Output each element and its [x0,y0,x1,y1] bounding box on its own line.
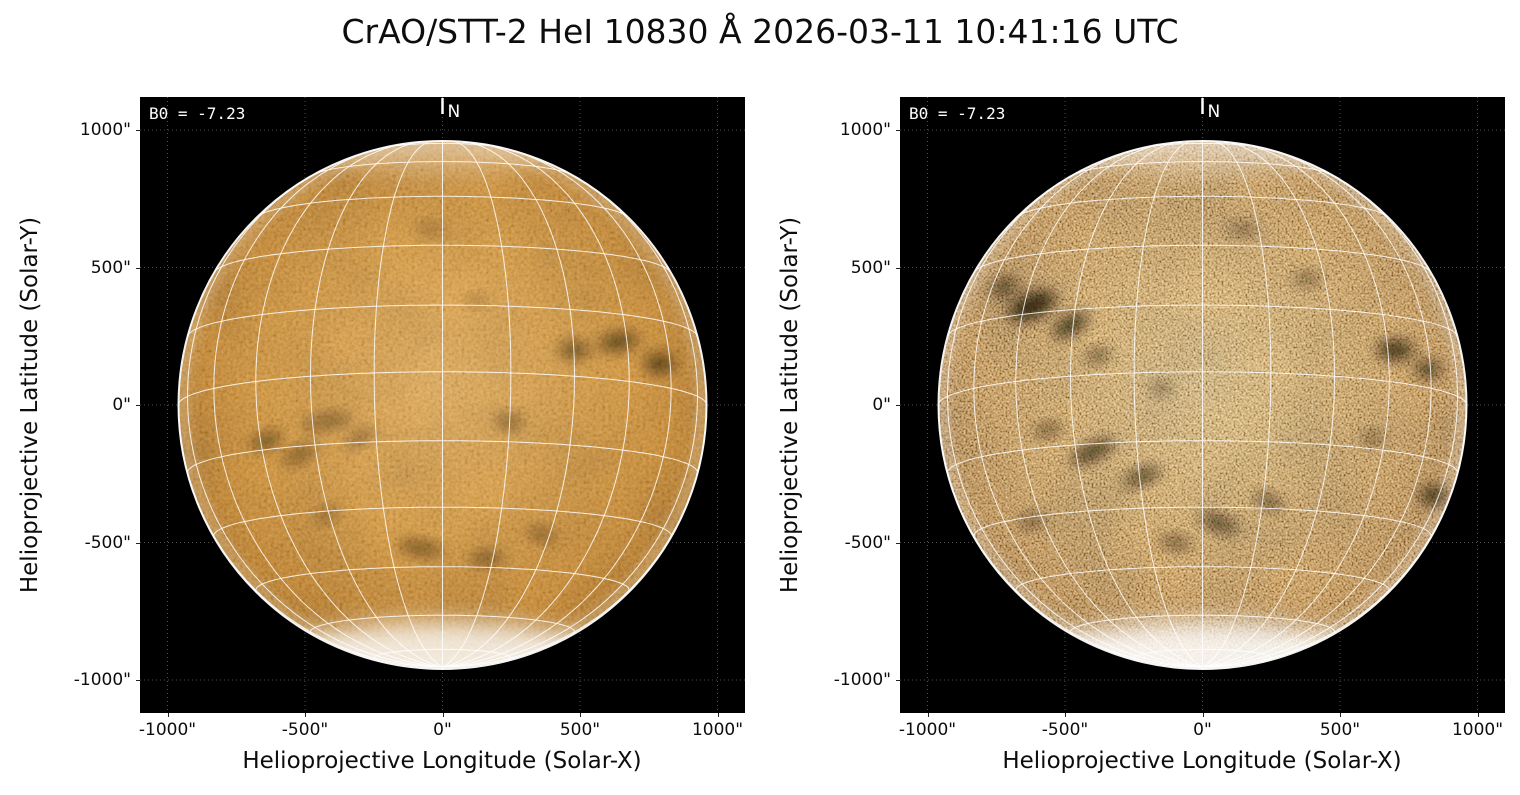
heliographic-grid [938,140,1467,668]
panel-left: Helioprojective Latitude (Solar-Y) 1000"… [17,97,745,774]
solar-map-left: N B0 = -7.23 [140,97,745,713]
y-tick-mark [136,680,140,681]
y-tick-mark [896,542,900,544]
y-tick-label: 500" [850,257,891,278]
y-tick-label: 0" [112,395,131,415]
x-tick-mark [305,713,306,717]
heliographic-grid [178,140,707,668]
solar-limb [937,140,1468,670]
b0-annotation: B0 = -7.23 [149,104,245,123]
y-tick-mark [136,130,140,131]
figure-title: CrAO/STT-2 HeI 10830 Å 2026-03-11 10:41:… [341,12,1179,51]
y-tick-label: -500" [844,532,891,553]
x-tick-label: 1000" [1451,720,1504,740]
y-tick-mark [136,405,140,406]
y-tick-label: -1000" [833,670,891,690]
x-tick-label: -1000" [138,720,197,740]
y-tick-mark [896,680,900,681]
x-tick-mark [1477,713,1479,717]
x-tick-mark [1340,713,1341,717]
y-tick-mark [896,405,900,406]
x-tick-mark [1202,713,1204,717]
x-tick-label: 500" [559,720,601,740]
x-tick-mark [717,713,719,717]
x-tick-mark [167,713,169,717]
y-tick-label: -1000" [73,670,131,690]
y-tick-label: -500" [84,532,131,553]
y-tick-mark [896,267,900,269]
x-tick-mark [927,713,929,717]
x-tick-mark [1065,713,1066,717]
y-tick-mark [136,542,140,544]
x-tick-label: -500" [1041,720,1089,740]
solar-map-right: N B0 = -7.23 [900,97,1505,713]
y-tick-mark [136,267,140,269]
y-tick-label: 1000" [839,120,891,140]
x-axis-label-right: Helioprojective Longitude (Solar-X) [1002,748,1402,774]
y-tick-label: 1000" [79,120,131,140]
x-tick-label: -1000" [898,720,957,740]
x-tick-label: 0" [1193,720,1212,740]
north-label: N [1208,102,1221,122]
x-tick-mark [580,713,581,717]
panel-right: Helioprojective Latitude (Solar-Y) 1000"… [760,0,1520,795]
x-axis-label-left: Helioprojective Longitude (Solar-X) [242,748,642,774]
x-tick-label: 1000" [691,720,744,740]
x-tick-label: 0" [433,720,452,740]
north-label: N [448,102,461,122]
x-tick-mark [442,713,444,717]
y-tick-label: 500" [90,257,131,278]
b0-annotation: B0 = -7.23 [909,104,1005,123]
x-tick-label: -500" [281,720,329,740]
solar-limb [177,140,708,670]
y-tick-mark [896,130,900,131]
x-tick-label: 500" [1319,720,1361,740]
y-tick-label: 0" [872,395,891,415]
